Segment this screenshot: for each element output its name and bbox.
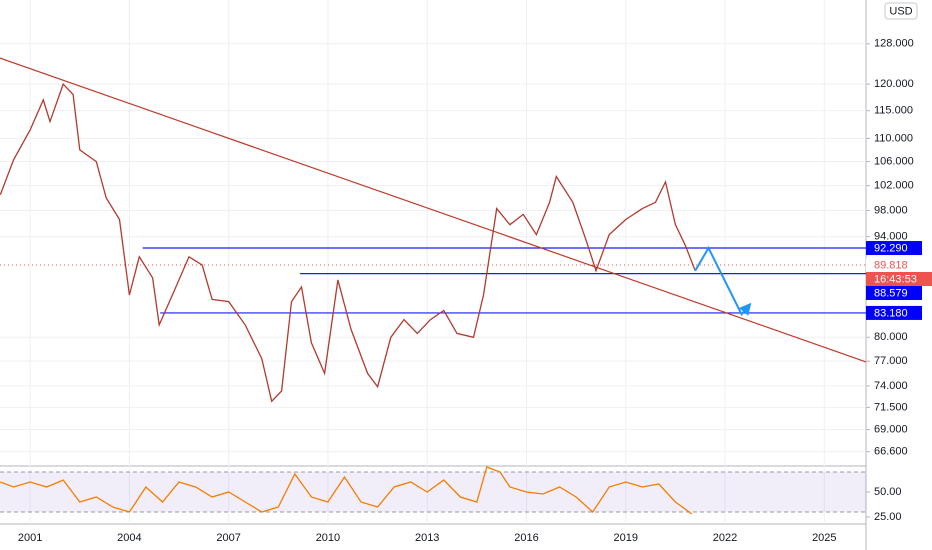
level-label: 92.290	[874, 242, 908, 254]
y-tick-label: 25.00	[874, 511, 902, 523]
level-label: 83.180	[874, 307, 908, 319]
series-line	[0, 466, 693, 515]
level-label-bg	[866, 305, 922, 320]
y-tick-label: 66.600	[874, 446, 908, 458]
y-tick-label: 128.000	[874, 38, 914, 50]
y-tick-label: 50.00	[874, 486, 902, 498]
countdown-label: 16:43:53	[874, 273, 917, 285]
x-tick-label: 2019	[614, 532, 638, 544]
x-tick-label: 2013	[415, 532, 439, 544]
y-tick-label: 115.000	[874, 105, 913, 117]
y-tick-label: 110.000	[874, 132, 913, 144]
y-tick-label: 80.000	[874, 331, 908, 343]
x-tick-label: 2004	[117, 532, 141, 544]
currency-label: USD	[889, 5, 912, 17]
y-tick-label: 102.000	[874, 179, 914, 191]
x-tick-label: 2016	[514, 532, 538, 544]
y-tick-label: 69.000	[874, 424, 908, 436]
level-label-bg	[866, 285, 922, 300]
countdown-bg	[866, 271, 932, 286]
x-tick-label: 2025	[812, 532, 836, 544]
y-tick-label: 94.000	[874, 230, 908, 242]
y-tick-label: 106.000	[874, 155, 914, 167]
trendline	[0, 57, 867, 363]
x-tick-label: 2007	[216, 532, 240, 544]
x-tick-label: 2001	[18, 532, 42, 544]
rsi-band	[0, 472, 866, 512]
x-tick-label: 2010	[316, 532, 340, 544]
y-tick-label: 98.000	[874, 204, 908, 216]
series-line	[0, 82, 696, 403]
level-label-bg	[866, 241, 922, 256]
currency-button[interactable]	[884, 2, 918, 20]
x-tick-label: 2022	[713, 532, 737, 544]
projection-arrow	[694, 245, 752, 317]
y-tick-label: 120.000	[874, 78, 914, 90]
y-tick-label: 77.000	[874, 355, 908, 367]
price-label: 89.818	[874, 259, 908, 271]
y-tick-label: 74.000	[874, 380, 908, 392]
level-label: 88.579	[874, 287, 908, 299]
price-label-bg	[866, 257, 932, 272]
y-tick-label: 71.500	[874, 401, 908, 413]
